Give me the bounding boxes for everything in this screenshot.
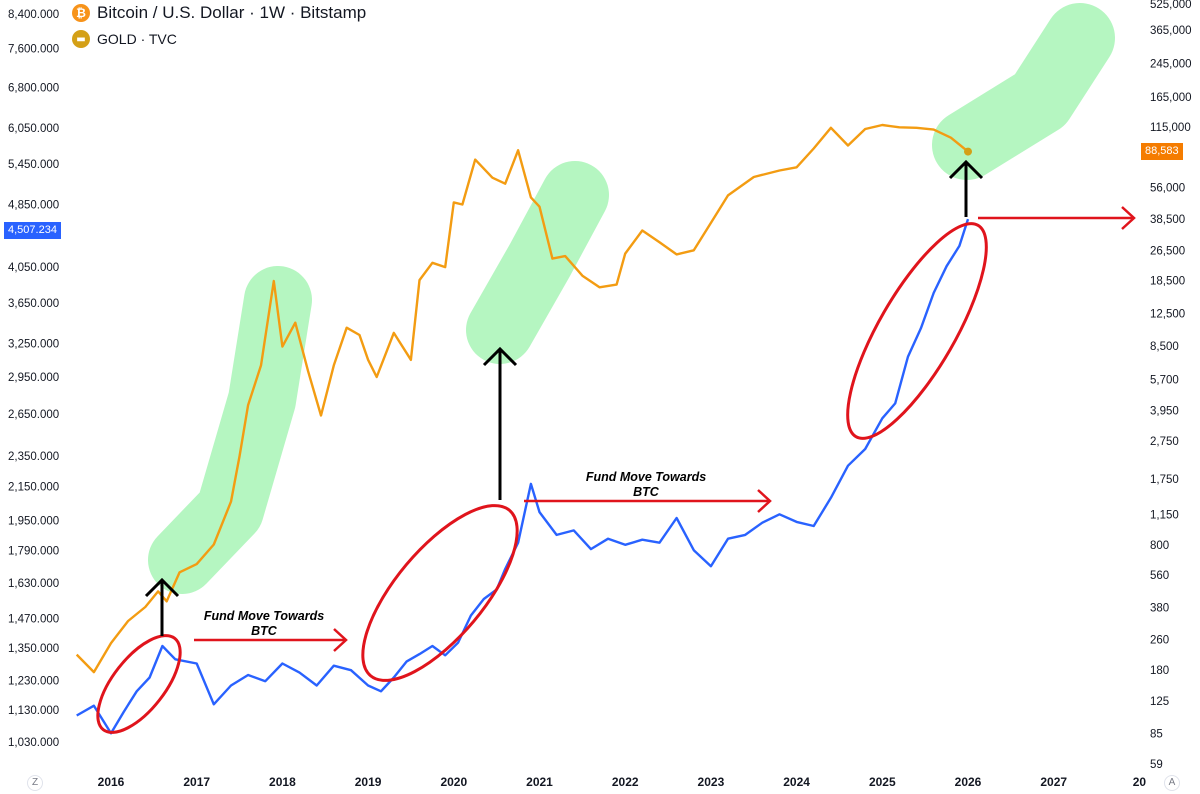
right-axis-tick: 525,000 [1150,0,1192,11]
right-axis-tick: 560 [1150,570,1169,582]
right-axis-tick: 180 [1150,665,1169,677]
x-axis-tick: 2025 [869,775,896,789]
left-axis-tick: 2,350.000 [8,451,59,463]
right-axis-tick: 1,150 [1150,509,1179,521]
left-axis-tick: 1,790.000 [8,545,59,557]
left-axis-tick: 2,150.000 [8,482,59,494]
annotation-fund-move-2-line2: BTC [633,485,660,499]
legend-gold-label: GOLD · TVC [97,31,177,47]
red-arrow-2017-head [333,628,348,652]
right-axis-tick: 800 [1150,540,1169,552]
red-ellipse-2025 [846,222,988,440]
left-axis-tick: 1,950.000 [8,516,59,528]
left-axis-tick: 6,800.000 [8,82,59,94]
annotation-fund-move-1-line2: BTC [251,624,278,638]
gold-bars-icon: ▬ [72,30,90,48]
right-axis-tick: 365,000 [1150,25,1192,37]
left-axis-tick: 1,630.000 [8,578,59,590]
right-axis-tick: 38,500 [1150,214,1185,226]
annotation-fund-move-2-line1: Fund Move Towards [586,470,706,484]
left-axis-tick: 5,450.000 [8,159,59,171]
highlight-zone-2020 [466,161,609,364]
highlight-zone-2017 [148,266,312,594]
series-lines [75,123,972,735]
right-axis-tick: 3,950 [1150,406,1179,418]
right-axis-tick: 18,500 [1150,276,1185,288]
right-axis-tick: 8,500 [1150,341,1179,353]
x-axis-tick: 2020 [440,775,467,789]
left-axis-tick: 2,950.000 [8,372,59,384]
left-axis-tick: 3,650.000 [8,298,59,310]
x-axis: 2016 2017 2018 2019 2020 2021 2022 2023 2024 2025… [98,775,1147,789]
red-ellipse-2020 [361,504,519,682]
x-axis-tick: 2018 [269,775,296,789]
right-axis-tick: 245,000 [1150,59,1192,71]
left-axis-tick: 8,400.000 [8,9,59,21]
x-axis-tick: 2019 [355,775,382,789]
x-axis-tick: 2021 [526,775,553,789]
left-axis-tick: 1,030.000 [8,737,59,749]
black-arrow-2025-head [948,159,984,180]
left-axis-tick: 4,050.000 [8,262,59,274]
right-axis-tick: 115,000 [1150,122,1191,134]
x-axis-tick: 2024 [783,775,810,789]
gold-line [75,123,969,674]
auto-scale-button[interactable]: A [1164,775,1180,791]
left-axis-tick: 1,230.000 [8,675,59,687]
right-axis-tick: 26,500 [1150,246,1185,258]
gold-last-price-tag: 4,507.234 [4,222,61,239]
left-axis-tick: 3,250.000 [8,338,59,350]
x-axis-tick: 2026 [955,775,982,789]
highlight-zones [148,3,1115,594]
legend-btc-label: Bitcoin / U.S. Dollar · 1W · Bitstamp [97,3,367,22]
left-axis-tick: 6,050.000 [8,123,59,135]
btc-last-price-tag: 88,583 [1141,143,1183,160]
red-arrow-2021-head [757,489,772,513]
right-axis-tick: 59 [1150,759,1163,771]
black-arrow-2016-head [144,577,180,598]
bitcoin-icon: ₿ [72,4,90,22]
legend-btc[interactable]: ₿ Bitcoin / U.S. Dollar · 1W · Bitstamp [72,3,366,23]
right-axis-tick: 5,700 [1150,375,1179,387]
left-axis-tick: 2,650.000 [8,409,59,421]
left-axis-tick: 1,130.000 [8,705,59,717]
left-axis-tick: 1,350.000 [8,643,59,655]
right-axis-tick: 165,000 [1150,92,1192,104]
left-axis-tick: 4,850.000 [8,200,59,212]
left-axis-tick: 7,600.000 [8,44,59,56]
right-axis-tick: 380 [1150,602,1169,614]
right-axis-tick: 1,750 [1150,474,1179,486]
red-ellipse-2016 [96,634,182,734]
right-axis-tick: 56,000 [1150,183,1185,195]
x-axis-tick: 2022 [612,775,639,789]
x-axis-tick: 2023 [698,775,725,789]
x-axis-tick: 2017 [183,775,210,789]
x-axis-tick: 20 [1133,775,1147,789]
right-axis: 525,000 365,000 245,000 165,000 115,000 56,00… [1150,0,1192,771]
left-axis: 8,400.000 7,600.000 6,800.000 6,050.000 5,45… [8,9,59,749]
right-axis-tick: 85 [1150,728,1163,740]
gold-last-point [964,147,972,156]
right-axis-tick: 260 [1150,634,1169,646]
red-arrow-2026-head [1121,206,1136,230]
highlight-zone-2025 [932,3,1115,180]
x-axis-tick: 2027 [1040,775,1067,789]
annotation-fund-move-1-line1: Fund Move Towards [204,609,324,623]
left-axis-tick: 1,470.000 [8,614,59,626]
right-axis-tick: 12,500 [1150,309,1185,321]
black-arrow-2020-head [482,346,518,367]
right-axis-tick: 125 [1150,696,1169,708]
timezone-button[interactable]: Z [27,775,43,791]
legend-gold[interactable]: ▬ GOLD · TVC [72,30,177,48]
right-axis-tick: 2,750 [1150,436,1179,448]
x-axis-tick: 2016 [98,775,125,789]
